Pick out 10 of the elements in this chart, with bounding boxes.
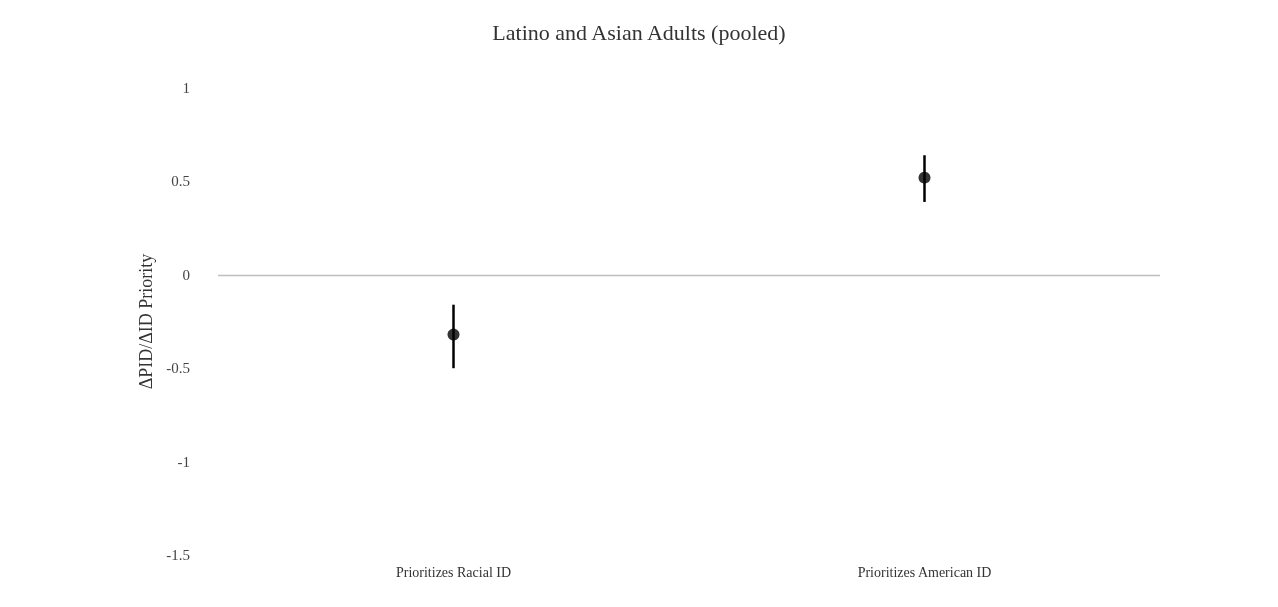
y-tick-label: 1 <box>182 80 190 96</box>
x-tick-label: Prioritizes American ID <box>857 564 992 580</box>
y-tick-label: 0 <box>182 266 190 283</box>
x-tick-label: Prioritizes Racial ID <box>395 564 512 580</box>
y-tick-label: -1 <box>177 453 190 470</box>
y-tick-label: -1.5 <box>166 547 190 563</box>
chart-title: Latino and Asian Adults (pooled) <box>492 19 786 45</box>
y-tick-label: -0.5 <box>166 360 190 377</box>
y-tick-label: 0.5 <box>171 173 190 190</box>
y-axis-title: ΔPID/ΔID Priority <box>136 253 157 390</box>
